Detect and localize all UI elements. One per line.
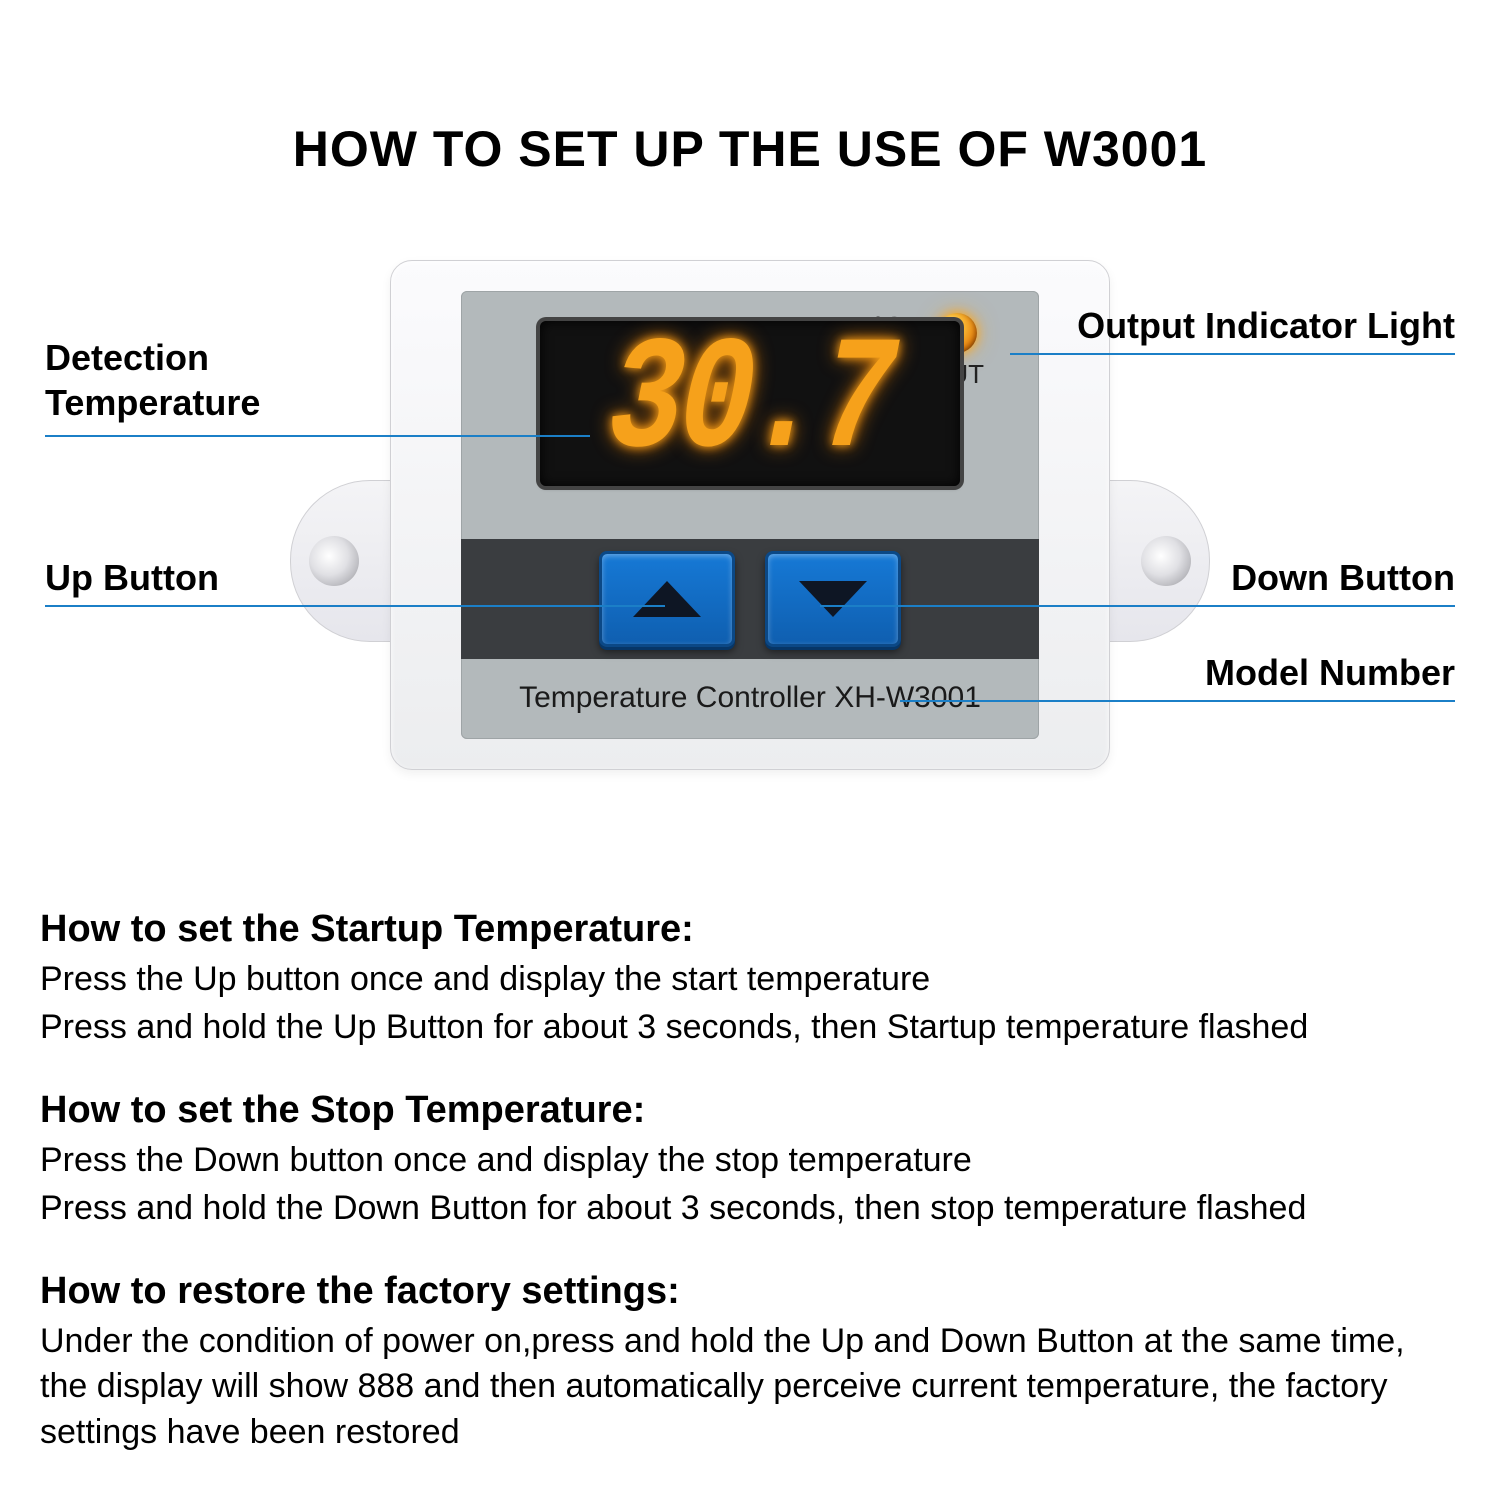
section-line: Press the Down button once and display t… [40, 1138, 1460, 1184]
section-line: Press the Up button once and display the… [40, 957, 1460, 1003]
button-band [461, 539, 1039, 659]
leader-up [45, 605, 665, 607]
triangle-up-icon [633, 581, 701, 617]
leader-detection [45, 435, 590, 437]
leader-down [820, 605, 1455, 607]
leader-model [900, 700, 1455, 702]
leader-output [1010, 353, 1455, 355]
mount-ear-right [1098, 480, 1210, 642]
callout-detection-temperature: Detection Temperature [45, 335, 260, 425]
section-line: Press and hold the Down Button for about… [40, 1186, 1460, 1232]
device-illustration: °C OUT 30.7 Temperature Controller XH-W3… [350, 260, 1150, 770]
instructions-block: How to set the Startup Temperature: Pres… [40, 870, 1460, 1458]
callout-down-button: Down Button [1231, 555, 1455, 600]
device-case: °C OUT 30.7 Temperature Controller XH-W3… [390, 260, 1110, 770]
callout-model-number: Model Number [1205, 650, 1455, 695]
model-line: Temperature Controller XH-W3001 [461, 681, 1039, 715]
page-title: HOW TO SET UP THE USE OF W3001 [0, 120, 1500, 178]
lcd-display: 30.7 [540, 321, 960, 486]
callout-up-button: Up Button [45, 555, 219, 600]
callout-output-light: Output Indicator Light [1077, 303, 1455, 348]
up-button[interactable] [599, 551, 735, 647]
front-plate: °C OUT 30.7 Temperature Controller XH-W3… [461, 291, 1039, 739]
down-button[interactable] [765, 551, 901, 647]
section-heading-stop: How to set the Stop Temperature: [40, 1089, 1460, 1132]
section-heading-startup: How to set the Startup Temperature: [40, 908, 1460, 951]
section-line: Under the condition of power on,press an… [40, 1319, 1460, 1457]
triangle-down-icon [799, 581, 867, 617]
mount-ear-left [290, 480, 402, 642]
section-line: Press and hold the Up Button for about 3… [40, 1005, 1460, 1051]
display-value: 30.7 [605, 324, 895, 484]
section-heading-factory: How to restore the factory settings: [40, 1270, 1460, 1313]
